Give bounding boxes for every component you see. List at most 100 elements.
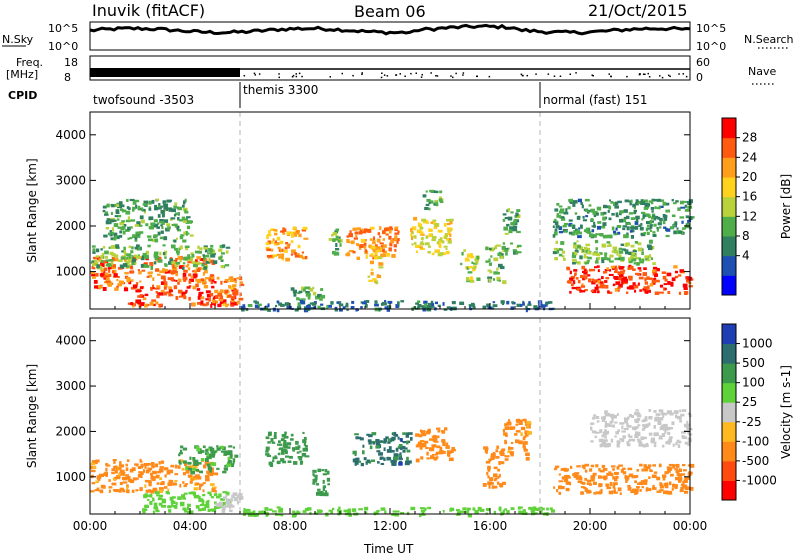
power-echo-cell	[617, 231, 621, 235]
power-echo-cell	[441, 240, 445, 244]
power-echo-cell	[312, 286, 315, 290]
velocity-echo-cell	[518, 510, 522, 514]
power-echo-cell	[643, 206, 648, 210]
velocity-echo-cell	[410, 436, 413, 441]
power-echo-cell	[472, 268, 476, 272]
velocity-echo-cell	[250, 511, 255, 515]
power-echo-cell	[101, 263, 105, 267]
velocity-echo-cell	[299, 450, 302, 453]
power-echo-cell	[294, 229, 299, 234]
velocity-echo-cell	[515, 439, 520, 444]
power-echo-cell	[616, 252, 619, 256]
velocity-echo-cell	[228, 450, 233, 454]
power-echo-cell	[208, 279, 211, 282]
velocity-echo-cell	[203, 464, 207, 469]
velocity-echo-cell	[90, 465, 93, 470]
nave-dot	[258, 73, 261, 75]
velocity-echo-cell	[686, 420, 689, 425]
power-echo-cell	[202, 303, 208, 307]
power-echo-cell	[360, 238, 366, 243]
velocity-echo-cell	[192, 466, 198, 469]
power-echo-cell	[488, 258, 491, 262]
nsearch-tick-top: 10^5	[696, 22, 726, 35]
power-echo-cell	[232, 291, 235, 296]
nave-dot	[553, 75, 556, 77]
power-echo-cell	[505, 252, 508, 256]
power-echo-cell	[507, 208, 511, 212]
velocity-echo-cell	[614, 435, 617, 438]
power-echo-cell	[438, 243, 442, 247]
velocity-echo-cell	[148, 480, 152, 484]
velocity-echo-cell	[119, 461, 122, 465]
power-echo-cell	[595, 212, 599, 216]
velocity-echo-cell	[426, 457, 430, 460]
power-echo-cell	[345, 304, 349, 308]
velocity-echo-cell	[524, 419, 527, 424]
power-echo-cell	[429, 234, 433, 237]
power-echo-cell	[155, 291, 159, 294]
power-echo-cell	[183, 220, 188, 224]
power-echo-cell	[445, 247, 448, 250]
power-echo-cell	[239, 283, 245, 287]
velocity-echo-cell	[677, 477, 683, 481]
power-echo-cell	[320, 288, 324, 291]
power-echo-cell	[590, 289, 594, 292]
power-echo-cell	[510, 211, 514, 214]
power-echo-cell	[377, 232, 380, 236]
power-echo-cell	[496, 267, 499, 271]
power-echo-cell	[220, 252, 225, 255]
velocity-echo-cell	[200, 470, 203, 474]
velocity-echo-cell	[662, 415, 665, 418]
velocity-echo-cell	[604, 410, 607, 414]
power-echo-cell	[149, 271, 153, 274]
power-echo-cell	[148, 216, 154, 220]
power-echo-cell	[439, 190, 443, 194]
power-echo-cell	[659, 205, 664, 208]
power-echo-cell	[134, 199, 140, 203]
power-echo-cell	[125, 219, 131, 223]
power-echo-cell	[426, 221, 429, 224]
velocity-echo-cell	[186, 506, 190, 511]
power-echo-cell	[397, 301, 400, 305]
velocity-echo-cell	[150, 472, 153, 476]
power-echo-cell	[102, 209, 106, 213]
power-echo-cell	[217, 293, 222, 297]
power-echo-cell	[443, 223, 447, 227]
power-echo-cell	[356, 308, 359, 311]
nave-dot	[381, 72, 383, 74]
power-echo-cell	[103, 234, 108, 238]
velocity-echo-cell	[392, 510, 397, 513]
power-echo-cell	[633, 209, 637, 213]
power-echo-cell	[219, 295, 223, 300]
velocity-echo-cell	[601, 441, 607, 444]
power-echo-cell	[92, 262, 96, 267]
velocity-echo-cell	[99, 474, 104, 477]
velocity-echo-cell	[612, 485, 616, 489]
power-echo-cell	[276, 253, 282, 256]
velocity-echo-cell	[577, 475, 582, 478]
velocity-echo-cell	[531, 511, 536, 516]
velocity-echo-cell	[362, 450, 365, 455]
power-echo-cell	[211, 299, 216, 304]
velocity-echo-cell	[275, 513, 281, 516]
power-echo-cell	[684, 204, 687, 208]
velocity-echo-cell	[584, 469, 588, 473]
power-echo-cell	[566, 266, 570, 269]
velocity-echo-cell	[645, 466, 651, 469]
power-echo-cell	[630, 235, 634, 239]
power-echo-cell	[346, 308, 349, 311]
power-echo-cell	[219, 291, 223, 294]
velocity-echo-cell	[689, 486, 694, 491]
power-echo-cell	[633, 207, 636, 210]
velocity-echo-cell	[283, 440, 287, 444]
velocity-echo-cell	[657, 421, 662, 425]
velocity-echo-cell	[686, 427, 689, 431]
power-echo-cell	[378, 266, 384, 269]
power-echo-cell	[498, 251, 502, 255]
power-echo-cell	[286, 245, 289, 248]
velocity-echo-cell	[685, 425, 689, 429]
power-echo-cell	[664, 287, 667, 291]
velocity-echo-cell	[327, 483, 330, 486]
power-echo-cell	[92, 248, 96, 252]
nsky-tick-top: 10^5	[48, 22, 78, 35]
